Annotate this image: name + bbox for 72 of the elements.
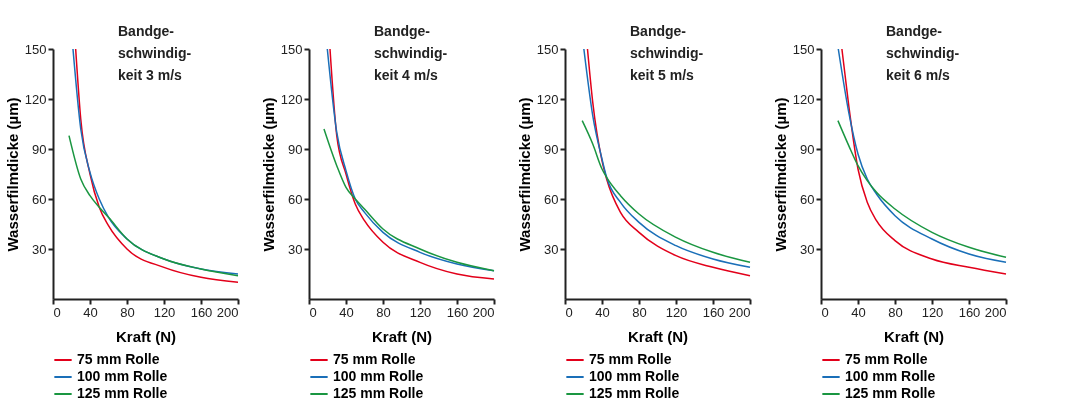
x-tick-label: 160 (958, 304, 981, 320)
y-axis-title: Wasserfilmdicke (µm) (771, 97, 789, 252)
x-axis-title: Kraft (N) (372, 327, 432, 345)
y-axis-title: Wasserfilmdicke (µm) (3, 97, 21, 252)
chart-title: Bandge- schwindig- keit 4 m/s (374, 23, 448, 83)
chart-title: Bandge- schwindig- keit 3 m/s (118, 23, 192, 83)
y-tick-label: 90 (288, 141, 303, 157)
y-tick-label: 60 (544, 191, 559, 207)
line-series (323, 128, 495, 272)
y-tick-label: 60 (32, 191, 47, 207)
legend-label: 125 mm Rolle (845, 385, 936, 401)
y-axis-title: Wasserfilmdicke (µm) (515, 97, 533, 252)
legend-label: 75 mm Rolle (589, 351, 672, 367)
x-tick-label: 160 (446, 304, 469, 320)
legend-label: 100 mm Rolle (77, 368, 168, 384)
y-tick-label: 150 (792, 41, 815, 57)
y-tick-label: 60 (288, 191, 303, 207)
x-tick-label: 0 (821, 304, 829, 320)
y-tick-label: 120 (792, 91, 815, 107)
legend-label: 100 mm Rolle (589, 368, 680, 384)
x-tick-label: 80 (120, 304, 135, 320)
x-tick-label: 40 (595, 304, 610, 320)
x-tick-label: 40 (83, 304, 98, 320)
y-tick-label: 60 (800, 191, 815, 207)
y-tick-label: 120 (24, 91, 47, 107)
x-axis-title: Kraft (N) (116, 327, 176, 345)
legend-label: 125 mm Rolle (589, 385, 680, 401)
y-tick-label: 120 (536, 91, 559, 107)
x-tick-label: 120 (153, 304, 176, 320)
x-tick-label: 200 (472, 304, 495, 320)
chart-title: Bandge- schwindig- keit 6 m/s (886, 23, 960, 83)
legend-label: 75 mm Rolle (333, 351, 416, 367)
legend-label: 100 mm Rolle (845, 368, 936, 384)
line-series (581, 119, 751, 264)
line-series (68, 134, 239, 277)
legend-label: 125 mm Rolle (333, 385, 424, 401)
x-axis-title: Kraft (N) (628, 327, 688, 345)
x-axis-title: Kraft (N) (884, 327, 944, 345)
y-tick-label: 150 (24, 41, 47, 57)
line-series (837, 119, 1007, 259)
x-tick-label: 200 (728, 304, 751, 320)
y-tick-label: 90 (800, 141, 815, 157)
x-tick-label: 200 (984, 304, 1007, 320)
x-tick-label: 0 (53, 304, 61, 320)
x-tick-label: 160 (190, 304, 213, 320)
y-tick-label: 30 (544, 241, 559, 257)
x-tick-label: 0 (565, 304, 573, 320)
x-tick-label: 40 (339, 304, 354, 320)
legend-label: 125 mm Rolle (77, 385, 168, 401)
y-tick-label: 30 (800, 241, 815, 257)
x-tick-label: 120 (409, 304, 432, 320)
y-tick-label: 150 (280, 41, 303, 57)
y-axis-title: Wasserfilmdicke (µm) (259, 97, 277, 252)
legend-label: 100 mm Rolle (333, 368, 424, 384)
x-tick-label: 80 (376, 304, 391, 320)
y-tick-label: 150 (536, 41, 559, 57)
x-tick-label: 80 (632, 304, 647, 320)
legend-label: 75 mm Rolle (77, 351, 160, 367)
chart-title: Bandge- schwindig- keit 5 m/s (630, 23, 704, 83)
y-tick-label: 90 (32, 141, 47, 157)
y-tick-label: 120 (280, 91, 303, 107)
x-tick-label: 0 (309, 304, 317, 320)
x-tick-label: 120 (921, 304, 944, 320)
x-tick-label: 80 (888, 304, 903, 320)
y-tick-label: 90 (544, 141, 559, 157)
x-tick-label: 120 (665, 304, 688, 320)
x-tick-label: 160 (702, 304, 725, 320)
x-tick-label: 40 (851, 304, 866, 320)
x-tick-label: 200 (216, 304, 239, 320)
y-tick-label: 30 (288, 241, 303, 257)
y-tick-label: 30 (32, 241, 47, 257)
legend-label: 75 mm Rolle (845, 351, 928, 367)
